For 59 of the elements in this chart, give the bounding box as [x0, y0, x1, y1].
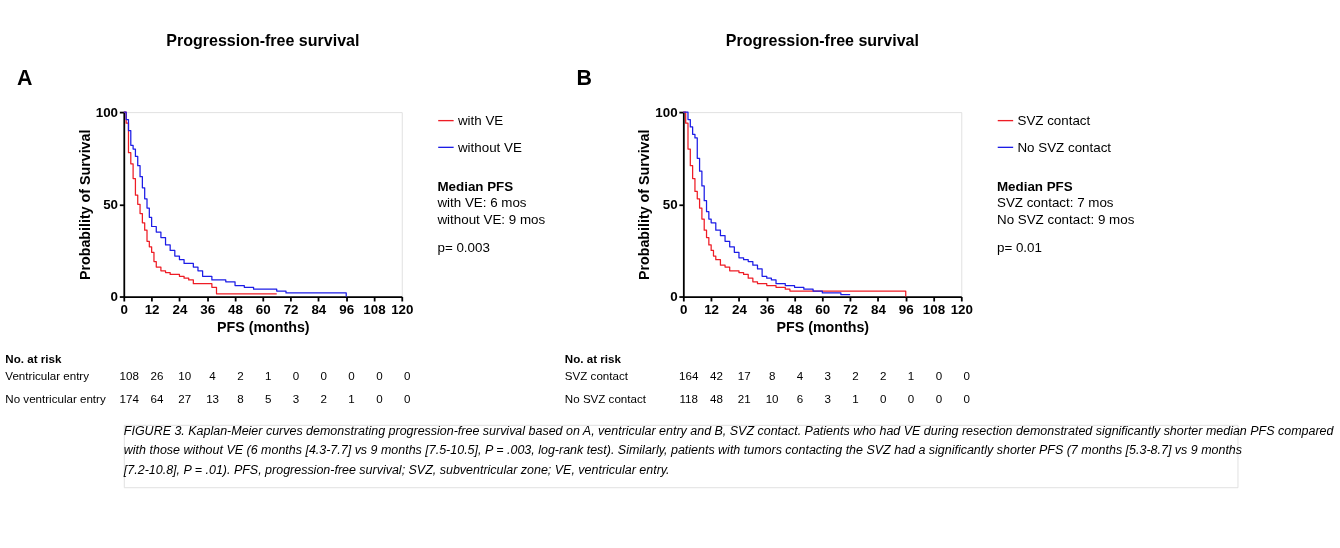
- y-tick-label: 50: [103, 197, 119, 213]
- x-axis-title: PFS (months): [216, 318, 310, 335]
- x-tick-label: 72: [843, 301, 859, 317]
- text: Ventricular entry: [5, 370, 90, 383]
- x-tick-label: 60: [255, 301, 271, 317]
- x-axis-title: PFS (months): [776, 318, 870, 335]
- legend-label: SVZ contact: [1017, 113, 1091, 129]
- x-tick-label: 48: [228, 301, 244, 317]
- x-tick-label: 96: [898, 301, 914, 317]
- legend-label: without VE: [456, 139, 522, 155]
- text: 174 64 27 13 8 5 3 2 1 0 0: [119, 392, 411, 405]
- y-tick-label: 0: [110, 289, 119, 305]
- text: A: [16, 65, 33, 90]
- text: No SVZ contact: [564, 392, 647, 405]
- x-tick-label: 84: [870, 301, 887, 317]
- text: without VE: 9 mos: [436, 212, 546, 228]
- x-tick-label: 72: [283, 301, 299, 317]
- x-tick-label: 12: [704, 301, 720, 317]
- text: No SVZ contact: 9 mos: [996, 212, 1135, 228]
- x-tick-label: 0: [680, 301, 688, 317]
- text: Median PFS: [437, 178, 514, 194]
- x-tick-label: 24: [731, 301, 748, 317]
- x-tick-label: 36: [200, 301, 216, 317]
- legend-label: No SVZ contact: [1017, 139, 1112, 155]
- x-tick-label: 84: [311, 301, 327, 317]
- x-tick-label: 24: [172, 301, 188, 317]
- x-tick-label: 108: [922, 301, 946, 317]
- text: SVZ contact: 7 mos: [996, 195, 1114, 211]
- y-tick-label: 50: [662, 197, 678, 213]
- caption: FIGURE 3. Kaplan-Meier curves demonstrating progression-free survival based on A, ventricular entry and B, SVZ contact. Patients who had VE during resection demonstrated significantly shorter median PFS compared with those without VE (6 months [4.3-7.7] vs 9 months [7.5-10.5], P = .003, log-rank test). Similarly, patients with tumors contacting the SVZ had a significantly shorter PFS (7 months [5.3-8.7] vs 9 months [7.2-10.8], P = .01). PFS, progression-free survival; SVZ, subventricular zone; VE, ventricular entry.: [122, 423, 1335, 477]
- text: B: [576, 65, 592, 90]
- x-tick-label: 120: [391, 301, 414, 317]
- x-tick-label: 120: [950, 301, 973, 317]
- y-axis-title: Probability of Survival: [76, 129, 93, 281]
- y-tick-label: 100: [655, 105, 678, 121]
- chart-title: Progression-free survival: [725, 31, 919, 50]
- x-tick-label: 60: [815, 301, 831, 317]
- x-tick-label: 12: [144, 301, 160, 317]
- x-tick-label: 108: [363, 301, 387, 317]
- chart-title: Progression-free survival: [166, 31, 360, 50]
- y-axis-title: Probability of Survival: [636, 129, 653, 281]
- text: No ventricular entry: [5, 392, 106, 405]
- y-tick-label: 100: [95, 105, 119, 121]
- legend-label: with VE: [456, 113, 504, 129]
- x-tick-label: 36: [759, 301, 775, 317]
- text: p= 0.003: [437, 240, 490, 256]
- text: 108 26 10 4 2 1 0 0 0 0 0: [119, 370, 411, 383]
- y-tick-label: 0: [670, 289, 678, 305]
- x-tick-label: 0: [120, 301, 129, 317]
- text: with VE: 6 mos: [436, 195, 527, 211]
- x-tick-label: 48: [787, 301, 803, 317]
- text: Median PFS: [996, 178, 1073, 194]
- text: 164 42 17 8 4 3 2 2 1 0 0: [679, 370, 970, 383]
- text: p= 0.01: [996, 240, 1042, 256]
- text: 118 48 21 10 6 3 1 0 0 0 0: [679, 392, 970, 405]
- text: No. at risk: [564, 352, 622, 365]
- text: SVZ contact: [564, 370, 629, 383]
- x-tick-label: 96: [339, 301, 355, 317]
- text: No. at risk: [5, 352, 62, 365]
